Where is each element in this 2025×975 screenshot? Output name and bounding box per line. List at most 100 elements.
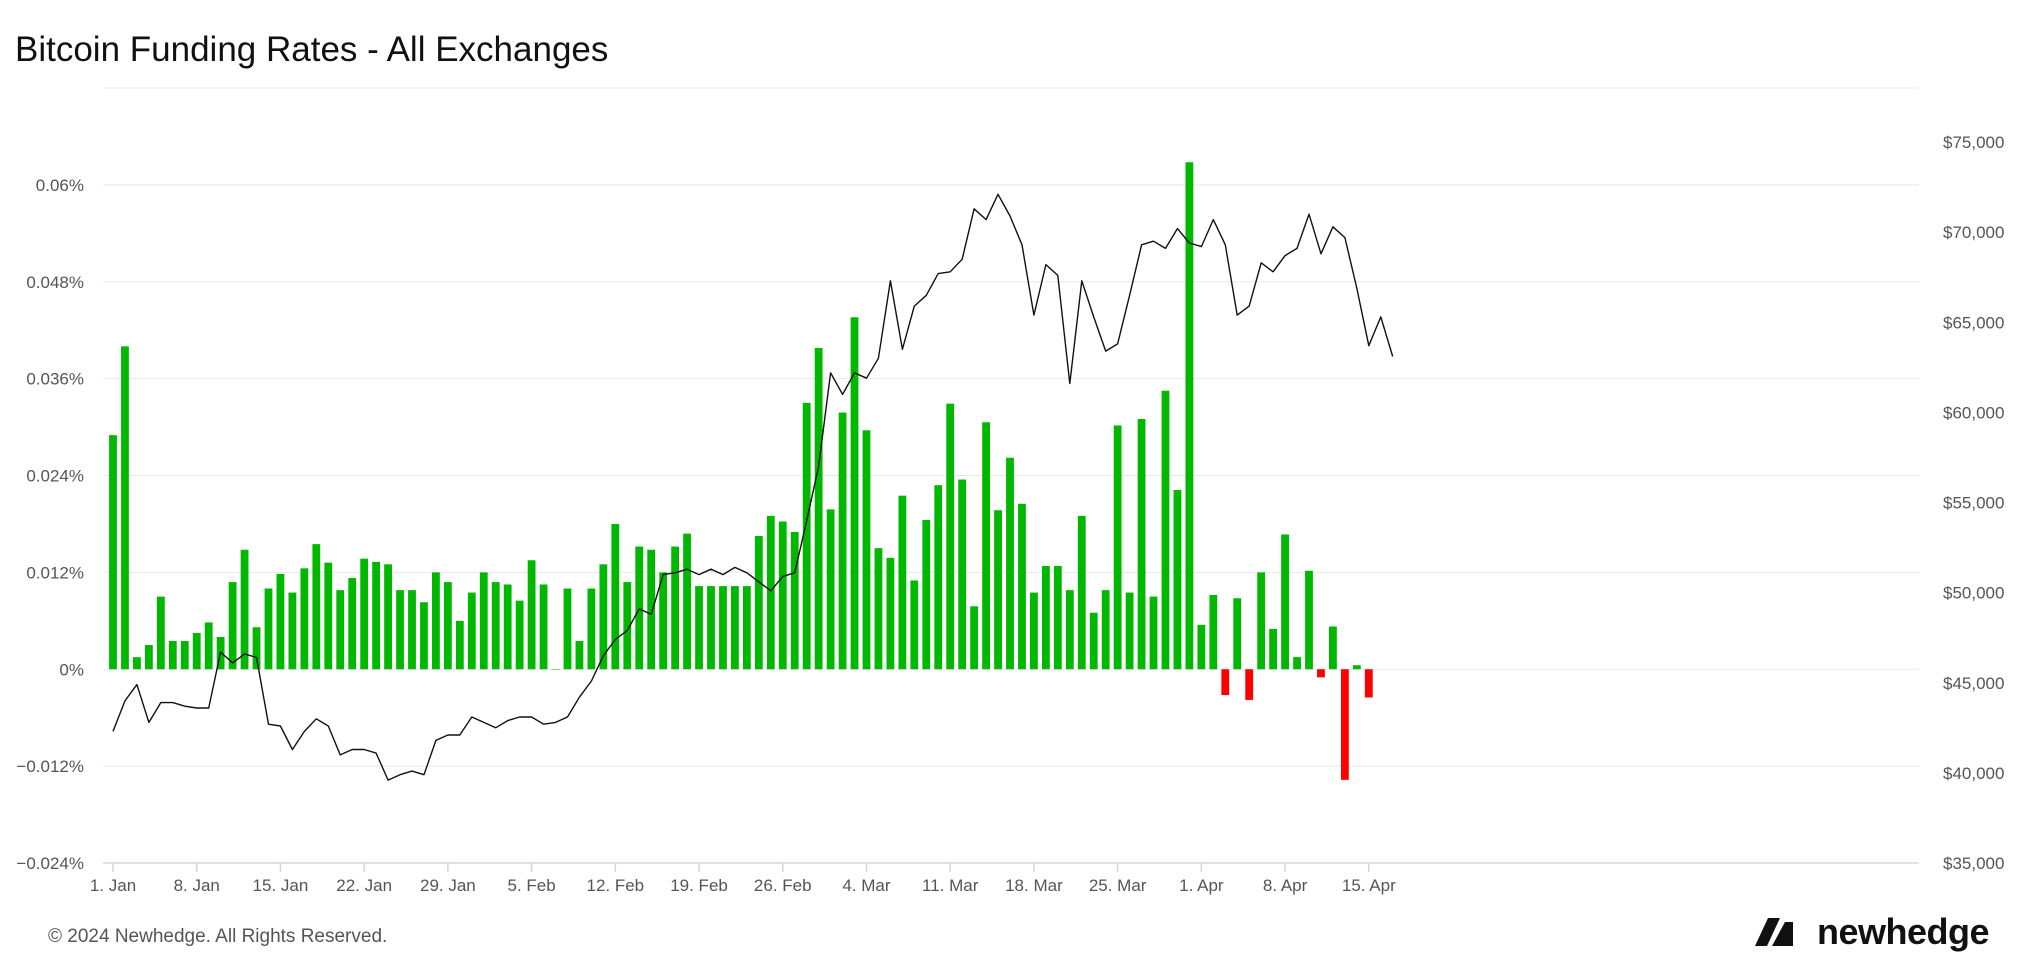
funding-rate-bar — [1269, 628, 1278, 670]
y-right-tick-label: $35,000 — [1943, 854, 2004, 873]
funding-rate-bar — [1209, 594, 1218, 670]
x-tick-label: 19. Feb — [670, 876, 728, 895]
btc-price-line — [112, 193, 1394, 781]
funding-rate-bar — [719, 586, 727, 670]
funding-rate-bar — [408, 590, 416, 670]
funding-rate-bar — [635, 546, 644, 670]
funding-rate-bar — [1305, 570, 1313, 670]
funding-rate-bar — [455, 620, 464, 670]
funding-rate-bar — [1125, 592, 1134, 670]
funding-rate-bar — [384, 564, 392, 670]
funding-rate-bar — [1065, 590, 1074, 670]
funding-rate-bar — [443, 582, 452, 670]
x-tick-label: 22. Jan — [336, 876, 392, 895]
funding-rate-bar — [336, 590, 345, 670]
x-tick-label: 12. Feb — [586, 876, 644, 895]
funding-rate-bar — [671, 546, 680, 670]
funding-rate-bar — [599, 564, 608, 670]
funding-rate-bar — [312, 544, 321, 670]
funding-rate-bar — [1364, 669, 1373, 698]
funding-rate-bar — [1113, 425, 1122, 670]
funding-rate-bar — [766, 515, 775, 670]
funding-rate-bar — [695, 586, 703, 670]
y-left-tick-label: 0% — [59, 660, 84, 679]
funding-rate-bar — [1293, 657, 1301, 670]
y-left-tick-label: −0.012% — [16, 757, 84, 776]
funding-rate-bar — [707, 586, 715, 670]
funding-rate-bar — [754, 536, 763, 670]
funding-rate-bar — [1149, 596, 1158, 670]
funding-rate-bar — [228, 582, 237, 670]
y-right-tick-label: $75,000 — [1943, 133, 2004, 152]
funding-rate-bar — [204, 622, 213, 670]
funding-rate-bar — [970, 606, 979, 670]
x-tick-label: 11. Mar — [922, 876, 979, 895]
funding-rate-bar — [1340, 669, 1349, 780]
funding-rate-bar — [156, 596, 165, 670]
funding-rate-bars — [109, 162, 1373, 780]
x-tick-label: 8. Jan — [174, 876, 220, 895]
funding-rate-bar — [1197, 624, 1206, 670]
funding-rate-bar — [1053, 565, 1062, 670]
funding-rate-bar — [1245, 669, 1254, 700]
funding-rate-bar — [731, 586, 739, 670]
funding-rate-bar — [1077, 515, 1086, 670]
x-tick-label: 15. Apr — [1342, 876, 1396, 895]
funding-rate-bar — [982, 422, 990, 670]
x-tick-label: 4. Mar — [842, 876, 891, 895]
funding-rate-bar — [180, 640, 189, 670]
y-left-tick-label: 0.048% — [26, 273, 84, 292]
x-tick-label: 5. Feb — [507, 876, 555, 895]
funding-rate-bar — [1257, 572, 1266, 670]
x-tick-label: 25. Mar — [1089, 876, 1147, 895]
funding-rate-bar — [133, 657, 141, 670]
funding-rate-bar — [144, 645, 153, 670]
y-right-tick-label: $55,000 — [1943, 494, 2004, 513]
funding-rate-bar — [479, 572, 488, 670]
x-tick-label: 8. Apr — [1263, 876, 1308, 895]
funding-rate-bar — [515, 600, 524, 670]
funding-rate-bar — [623, 582, 632, 670]
y-left-tick-label: 0.012% — [26, 563, 84, 582]
funding-rate-bar — [252, 627, 261, 670]
y-left-tick-label: 0.036% — [26, 370, 84, 389]
funding-rate-bar — [1161, 390, 1170, 670]
funding-rate-bar — [898, 495, 907, 670]
y-right-tick-label: $60,000 — [1943, 403, 2004, 422]
funding-rate-bar — [121, 346, 129, 670]
funding-rate-bar — [467, 592, 476, 670]
funding-rate-bar — [432, 572, 440, 670]
funding-rate-bar — [934, 485, 943, 670]
funding-rate-bar — [1185, 162, 1194, 670]
funding-rate-bar — [1221, 669, 1230, 696]
funding-rate-bar — [611, 523, 620, 670]
funding-rate-bar — [1137, 418, 1146, 670]
funding-rate-bar — [491, 582, 500, 670]
funding-rate-bar — [647, 549, 656, 670]
funding-rate-bar — [1329, 626, 1337, 670]
funding-rate-bar — [372, 561, 381, 670]
funding-rate-bar — [850, 317, 859, 670]
funding-rate-bar — [264, 588, 273, 670]
newhedge-logo-icon — [1755, 918, 1793, 946]
funding-rate-bar — [874, 548, 883, 670]
y-right-tick-label: $70,000 — [1943, 223, 2004, 242]
funding-rate-bar — [886, 557, 895, 670]
brand-logo[interactable]: newhedge — [1755, 910, 1990, 954]
x-tick-label: 15. Jan — [253, 876, 309, 895]
funding-rate-bar — [240, 549, 249, 670]
price-line-layer — [112, 193, 1394, 781]
funding-rate-bar — [192, 632, 201, 670]
funding-rate-bar — [742, 586, 751, 670]
funding-rate-bar — [1041, 565, 1050, 670]
funding-rate-bar — [994, 510, 1002, 670]
funding-rate-bar — [324, 562, 333, 670]
funding-rate-bar — [539, 584, 548, 670]
funding-rate-bar — [862, 430, 871, 670]
funding-rate-bar — [420, 602, 428, 670]
funding-rate-bar — [910, 580, 919, 670]
funding-rate-bar — [790, 532, 799, 670]
funding-rate-bar — [1030, 592, 1038, 670]
funding-rate-bar — [503, 584, 512, 670]
funding-rate-bar — [348, 578, 357, 670]
